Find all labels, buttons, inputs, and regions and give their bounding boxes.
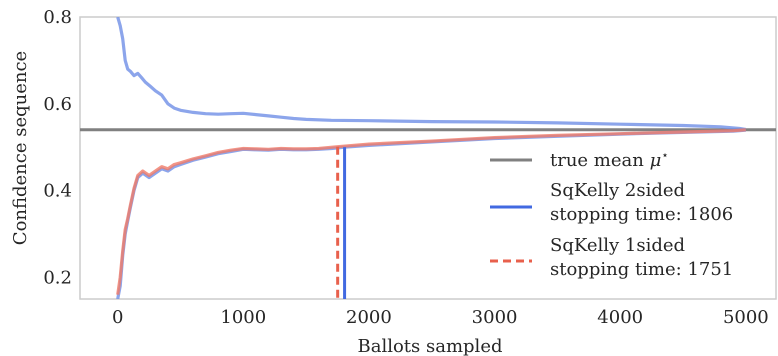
legend: true mean μ⋆ SqKelly 2sided stopping tim…: [490, 148, 733, 280]
x-tick-label: 2000: [346, 307, 392, 328]
legend-label-2sided-line1: SqKelly 2sided: [550, 180, 685, 201]
y-tick-label: 0.8: [43, 7, 72, 28]
y-tick-label: 0.6: [43, 94, 72, 115]
x-tick-label: 1000: [220, 307, 266, 328]
legend-label-1sided-line2: stopping time: 1751: [550, 259, 733, 280]
y-tick-label: 0.2: [43, 267, 72, 288]
legend-label-1sided-line1: SqKelly 1sided: [550, 235, 685, 256]
series-layer: [80, 17, 776, 299]
plot-frame: [79, 16, 777, 300]
y-axis-label: Confidence sequence: [10, 51, 31, 245]
x-tick-label: 3000: [472, 307, 518, 328]
x-tick-label: 0: [112, 307, 123, 328]
x-axis-label: Ballots sampled: [358, 336, 503, 356]
axis-ticks: 0 1000 2000 3000 4000 5000 0.2 0.4 0.6 0.8: [43, 7, 768, 328]
legend-label-2sided-line2: stopping time: 1806: [550, 204, 733, 225]
y-tick-label: 0.4: [43, 181, 72, 202]
legend-label-true-mean: true mean μ⋆: [550, 148, 669, 171]
upper-bound-2sided: [116, 17, 747, 131]
lower-bound-1sided: [116, 128, 746, 295]
x-tick-label: 4000: [597, 307, 643, 328]
plot-area: [79, 16, 777, 300]
x-tick-label: 5000: [723, 307, 769, 328]
